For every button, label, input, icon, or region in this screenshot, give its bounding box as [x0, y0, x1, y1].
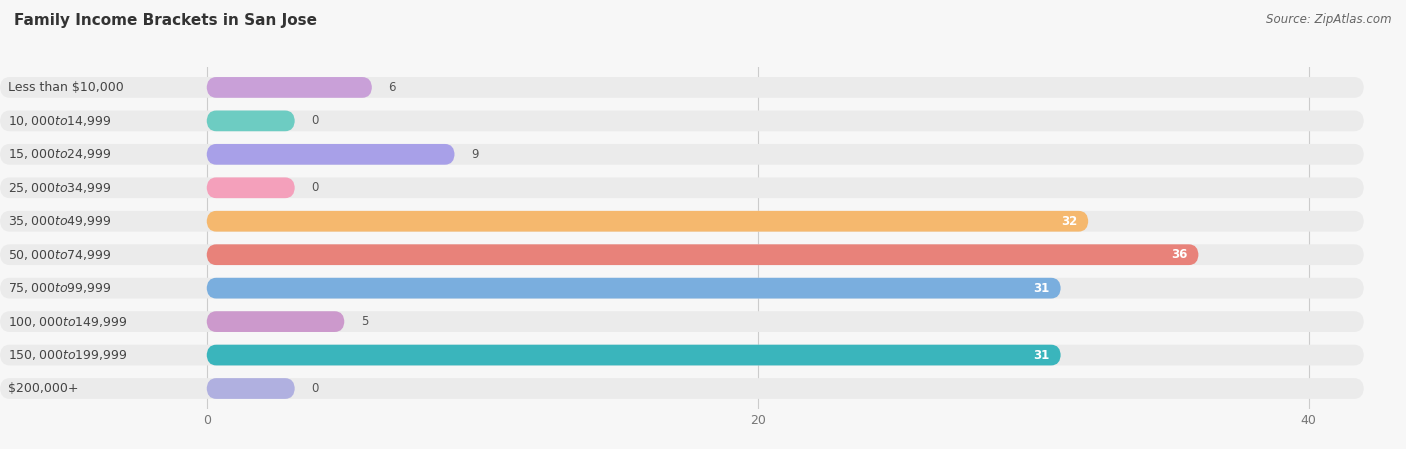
Text: 36: 36 [1171, 248, 1188, 261]
FancyBboxPatch shape [207, 144, 454, 165]
Text: 32: 32 [1062, 215, 1077, 228]
Text: 0: 0 [311, 382, 319, 395]
FancyBboxPatch shape [0, 378, 1364, 399]
FancyBboxPatch shape [0, 311, 1364, 332]
Text: 5: 5 [361, 315, 368, 328]
FancyBboxPatch shape [207, 110, 295, 131]
FancyBboxPatch shape [0, 278, 1364, 299]
Text: $10,000 to $14,999: $10,000 to $14,999 [8, 114, 111, 128]
Text: $50,000 to $74,999: $50,000 to $74,999 [8, 248, 111, 262]
Text: $35,000 to $49,999: $35,000 to $49,999 [8, 214, 111, 228]
FancyBboxPatch shape [0, 77, 1364, 98]
Text: Source: ZipAtlas.com: Source: ZipAtlas.com [1267, 13, 1392, 26]
Text: $100,000 to $149,999: $100,000 to $149,999 [8, 315, 128, 329]
FancyBboxPatch shape [207, 345, 1060, 365]
Text: 6: 6 [388, 81, 396, 94]
Text: 0: 0 [311, 181, 319, 194]
FancyBboxPatch shape [0, 244, 1364, 265]
Text: $15,000 to $24,999: $15,000 to $24,999 [8, 147, 111, 161]
Text: 0: 0 [311, 114, 319, 128]
FancyBboxPatch shape [0, 211, 1364, 232]
Text: $25,000 to $34,999: $25,000 to $34,999 [8, 181, 111, 195]
FancyBboxPatch shape [207, 311, 344, 332]
FancyBboxPatch shape [0, 345, 1364, 365]
FancyBboxPatch shape [207, 177, 295, 198]
Text: $150,000 to $199,999: $150,000 to $199,999 [8, 348, 128, 362]
Text: 31: 31 [1033, 282, 1050, 295]
Text: $75,000 to $99,999: $75,000 to $99,999 [8, 281, 111, 295]
FancyBboxPatch shape [0, 177, 1364, 198]
Text: 31: 31 [1033, 348, 1050, 361]
Text: Family Income Brackets in San Jose: Family Income Brackets in San Jose [14, 13, 318, 28]
Text: 9: 9 [471, 148, 478, 161]
Text: Less than $10,000: Less than $10,000 [8, 81, 124, 94]
FancyBboxPatch shape [207, 244, 1198, 265]
Text: $200,000+: $200,000+ [8, 382, 79, 395]
FancyBboxPatch shape [207, 378, 295, 399]
FancyBboxPatch shape [0, 110, 1364, 131]
FancyBboxPatch shape [207, 211, 1088, 232]
FancyBboxPatch shape [0, 144, 1364, 165]
FancyBboxPatch shape [207, 278, 1060, 299]
FancyBboxPatch shape [207, 77, 373, 98]
